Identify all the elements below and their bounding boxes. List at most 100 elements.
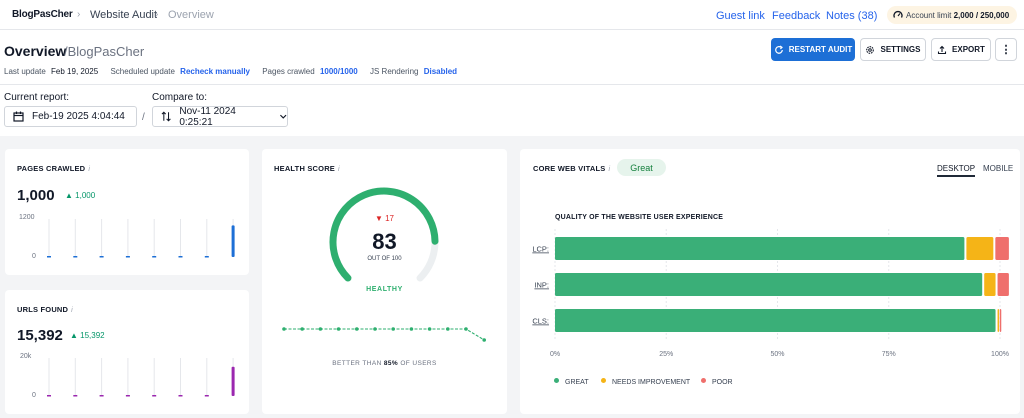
cwv-bar-needs-improvement[interactable] [966,237,994,260]
cwv-bar-poor[interactable] [995,237,1009,260]
gauge-icon [893,10,903,18]
breadcrumb-website-audit[interactable]: Website Audit [90,9,158,21]
tab-desktop[interactable]: DESKTOP [937,164,976,177]
cwv-category-label: CLS: [532,317,549,326]
urls-found-value: 15,392 [17,327,63,344]
pages-crawled-card: PAGES CRAWLED i 1,000 ▲ 1,000 1200 0 [5,149,249,275]
current-report-select[interactable]: Feb-19 2025 4:04:44 [4,106,137,127]
pages-crawled-bar[interactable] [152,256,157,258]
pages-crawled-chart [47,219,235,258]
health-trend-point[interactable] [318,327,323,331]
legend-great: GREAT [554,378,589,386]
urls-found-bar[interactable] [125,395,130,397]
chevron-right-icon: › [155,9,159,20]
health-trend-point[interactable] [446,327,450,331]
legend-poor-label: POOR [712,379,733,386]
health-trend-point[interactable] [282,327,286,331]
chevron-right-icon: › [77,9,81,20]
pages-crawled-bar[interactable] [231,225,235,257]
health-score-title: HEALTH SCORE i [274,164,340,173]
urls-found-bar[interactable] [178,395,183,397]
cwv-chart-title: QUALITY OF THE WEBSITE USER EXPERIENCE [555,214,724,221]
calendar-icon [13,111,24,122]
health-trend-point[interactable] [355,327,359,331]
chevron-down-icon [279,114,286,119]
pages-crawled-value[interactable]: 1000/1000 [319,67,358,76]
core-web-vitals-title: CORE WEB VITALS i [533,164,610,173]
cwv-bar-great[interactable] [555,309,996,332]
urls-found-bar[interactable] [152,395,157,397]
cwv-bar-poor[interactable] [997,273,1009,296]
health-trend-point[interactable] [482,338,486,342]
info-icon[interactable]: i [338,166,340,173]
cwv-bar-great[interactable] [555,273,983,296]
js-rendering-value[interactable]: Disabled [423,67,458,76]
account-limit-badge[interactable]: Account limit 2,000 / 250,000 [887,6,1017,24]
health-trend-point[interactable] [373,327,377,331]
legend-needs-improvement: NEEDS IMPROVEMENT [601,378,690,386]
pages-crawled-y-min: 0 [32,253,36,260]
info-icon[interactable]: i [608,166,611,173]
health-score-trend-chart [282,327,486,342]
legend-great-label: GREAT [565,379,589,386]
health-trend-point[interactable] [336,327,341,331]
restart-audit-button[interactable]: RESTART AUDIT [771,38,855,61]
pages-crawled-bar[interactable] [73,256,78,258]
pages-crawled-y-max: 1200 [19,214,35,221]
pages-crawled-delta: ▲ 1,000 [65,191,96,200]
compare-report-select[interactable]: Nov-11 2024 0:25:21 [152,106,288,128]
tab-mobile-label: MOBILE [983,164,1014,173]
info-icon[interactable]: i [88,166,91,173]
core-web-vitals-chart: 0% 25% 50% 75% 100% LCP: INP: CLS: [532,229,1009,358]
pages-crawled-bar[interactable] [204,256,209,258]
more-options-icon: ⋮ [1000,44,1012,56]
cwv-bar-needs-improvement[interactable] [984,273,996,296]
legend-dot-great [554,378,559,383]
tab-mobile[interactable]: MOBILE [983,164,1013,173]
core-web-vitals-card: CORE WEB VITALS i DESKTOP MOBILE QUALITY … [520,149,1020,414]
settings-button[interactable]: SETTINGS [860,38,926,61]
cwv-bar-needs-improvement[interactable] [997,309,1000,332]
urls-found-title: URLS FOUND i [17,305,73,314]
urls-found-bar[interactable] [73,395,78,397]
scheduled-update-link[interactable]: Recheck manually [180,67,250,76]
guest-link[interactable]: Guest link [716,10,765,22]
health-trend-point[interactable] [427,327,432,331]
urls-found-bar[interactable] [47,395,51,397]
urls-found-bar[interactable] [204,395,209,397]
feedback-link[interactable]: Feedback [772,10,821,22]
header-divider [0,84,1024,85]
report-separator: / [142,112,145,123]
health-score-status: HEALTHY [366,286,403,293]
cwv-bar-poor[interactable] [999,309,1002,332]
better-than-prefix: BETTER THAN [332,360,382,367]
health-trend-point[interactable] [300,327,304,331]
health-trend-point[interactable] [409,327,414,331]
notes-link[interactable]: Notes (38) [826,10,878,22]
health-trend-line [284,328,485,341]
tab-desktop-label: DESKTOP [937,164,976,177]
pages-crawled-bar[interactable] [125,256,130,258]
health-trend-point[interactable] [391,327,395,331]
cwv-category-label: LCP: [532,245,549,254]
legend-poor: POOR [701,378,733,386]
urls-found-bar[interactable] [99,395,104,397]
cwv-x-tick: 0% [550,351,560,358]
pages-crawled-bar[interactable] [99,256,104,258]
info-icon[interactable]: i [71,307,73,314]
last-update-value: Feb 19, 2025 [51,67,99,76]
js-rendering-label: JS Rendering [370,67,419,76]
health-trend-point[interactable] [464,327,468,331]
logo[interactable]: BlogPasCher [12,9,73,20]
export-button[interactable]: EXPORT [931,38,991,61]
pages-crawled-bar[interactable] [47,256,51,258]
pages-crawled-bar[interactable] [178,256,183,258]
swap-vertical-icon [161,111,171,122]
urls-found-bar[interactable] [231,366,235,396]
urls-found-delta: ▲ 15,392 [70,331,105,340]
urls-found-y-min: 0 [32,392,36,399]
more-options-button[interactable]: ⋮ [995,38,1017,61]
cwv-bar-great[interactable] [555,237,965,260]
page-subtitle: /BlogPasCher [64,44,145,59]
core-web-vitals-status-badge: Great [617,159,666,176]
